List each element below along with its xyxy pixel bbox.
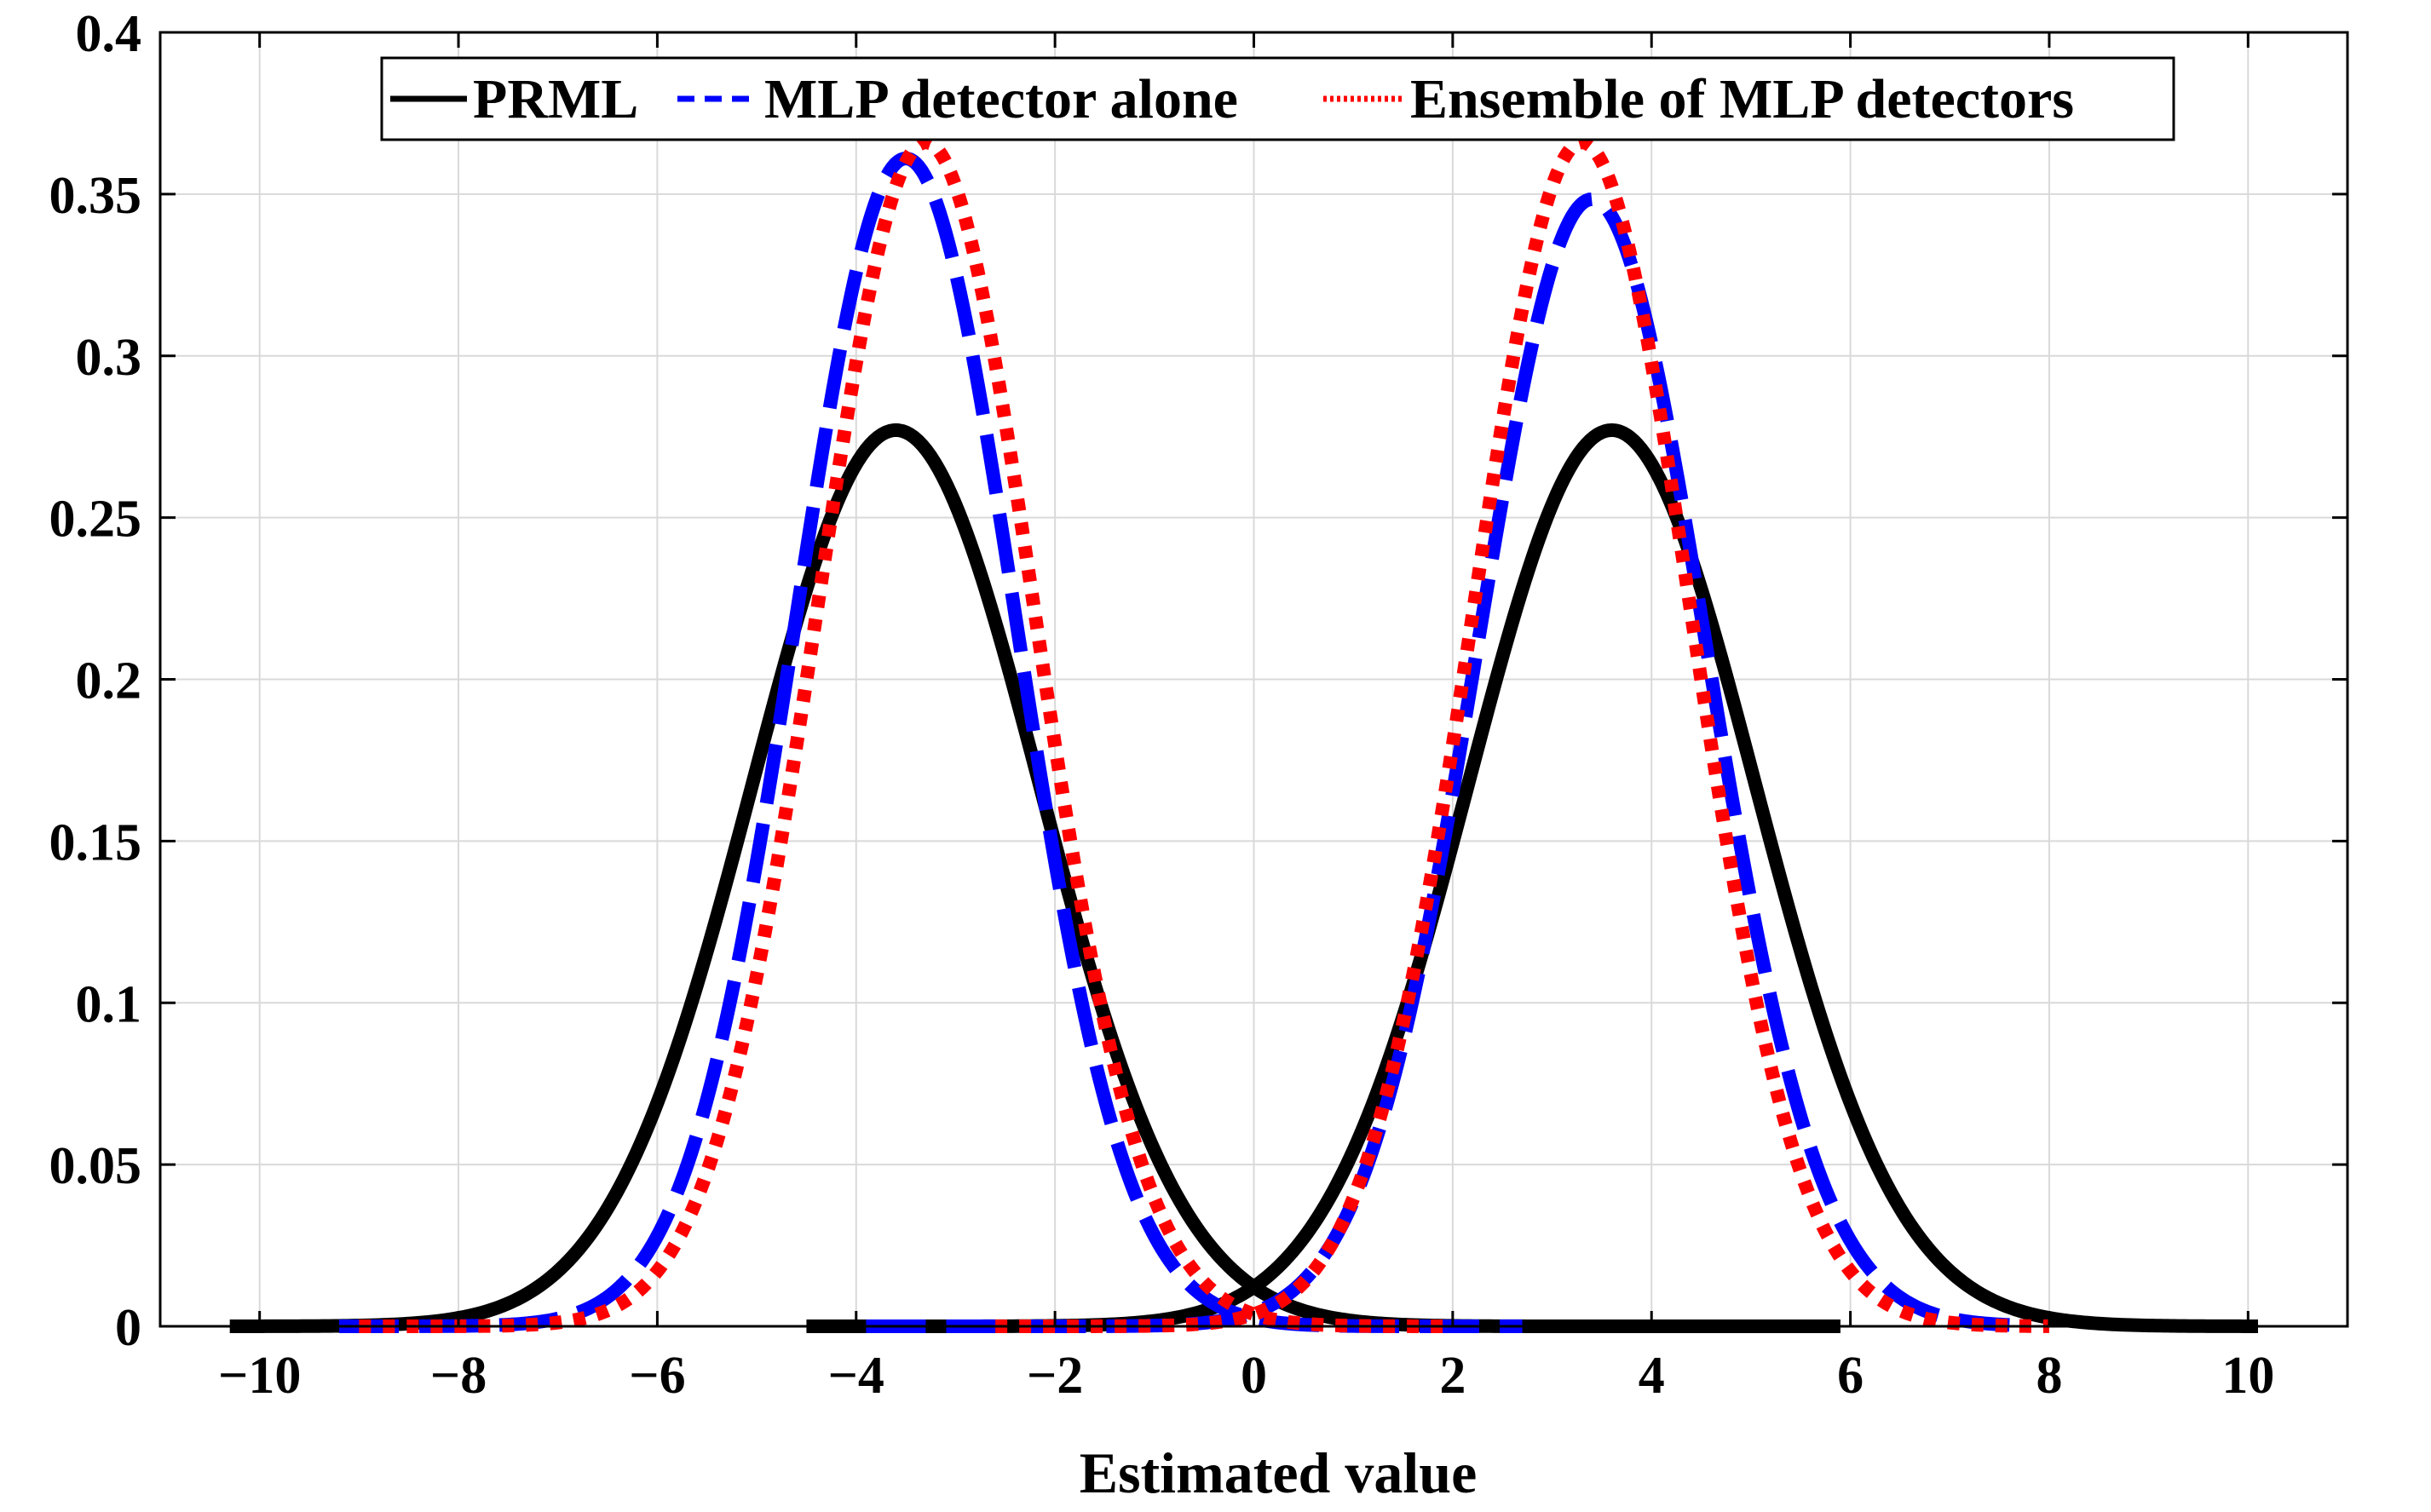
y-tick-label: 0.3	[76, 329, 142, 387]
x-tick-label: 4	[1639, 1347, 1665, 1405]
x-tick-label: −6	[629, 1347, 685, 1405]
y-tick-label: 0.15	[49, 813, 142, 871]
x-tick-label: 2	[1439, 1347, 1466, 1405]
series-line-ensemble-of-mlp-detectors-negative	[354, 135, 1457, 1333]
x-tick-label: −2	[1027, 1347, 1083, 1405]
ticks: −10 −8 −6 −4 −2 0 2 4 6 8 10 0 0.05 0.1 0.15 0.2 0.25 0.3…	[49, 5, 2347, 1405]
x-tick-label: 10	[2221, 1347, 2274, 1405]
x-tick-label: 0	[1241, 1347, 1267, 1405]
y-tick-label: 0.05	[49, 1137, 142, 1195]
y-tick-label: 0	[115, 1299, 141, 1357]
y-tick-label: 0.35	[49, 167, 142, 225]
legend-label-mlp: MLP detector alone	[764, 68, 1238, 130]
x-tick-label: −10	[218, 1347, 301, 1405]
y-tick-label: 0.25	[49, 491, 142, 549]
x-tick-label: 6	[1837, 1347, 1864, 1405]
x-tick-label: −4	[828, 1347, 884, 1405]
y-tick-label: 0.4	[76, 5, 142, 63]
y-tick-label: 0.1	[76, 975, 142, 1033]
y-tick-label: 0.2	[76, 653, 142, 710]
legend: PRML MLP detector alone Ensemble of MLP …	[380, 56, 2175, 141]
x-tick-label: −8	[430, 1347, 487, 1405]
x-axis-label: Estimated value	[1080, 1440, 1478, 1505]
legend-label-prml: PRML	[473, 68, 638, 130]
legend-label-ensemble: Ensemble of MLP detectors	[1410, 68, 2074, 130]
x-tick-label: 8	[2036, 1347, 2062, 1405]
